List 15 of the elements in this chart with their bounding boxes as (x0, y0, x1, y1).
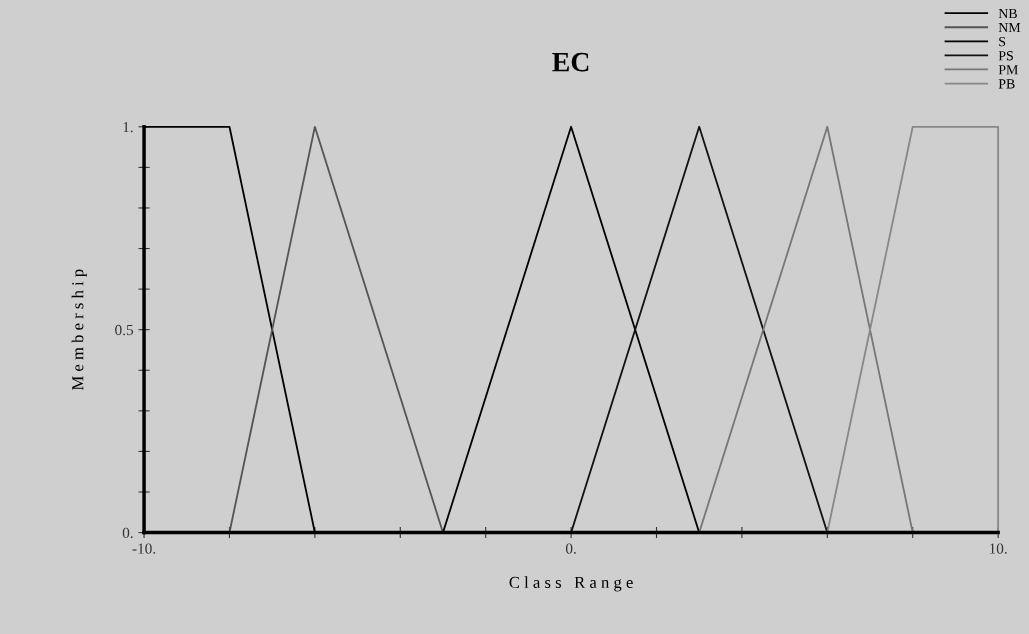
legend-label: PB (998, 79, 1015, 89)
x-tick-label: -10. (132, 543, 156, 554)
legend-label: NB (998, 8, 1017, 19)
y-axis-title: M e m b e r s h i p (71, 269, 87, 391)
legend-label: PM (998, 65, 1018, 75)
chart-title: EC (552, 52, 589, 72)
y-tick-label: 1. (123, 122, 133, 133)
x-tick-label: 0. (565, 543, 576, 554)
legend-label: NM (998, 23, 1021, 33)
y-tick-label: 0. (122, 527, 133, 539)
legend-label: S (999, 37, 1006, 47)
x-tick-label: 10. (989, 543, 1007, 554)
y-tick-label: 0.5 (115, 324, 134, 336)
legend-label: PS (998, 51, 1013, 61)
x-axis-title: C l a s s R a n g e (509, 576, 633, 592)
